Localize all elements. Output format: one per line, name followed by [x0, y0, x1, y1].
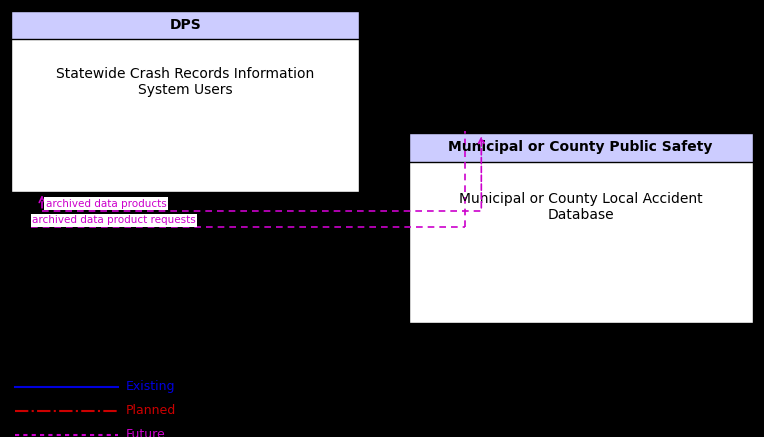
- Text: Planned: Planned: [126, 404, 176, 417]
- Bar: [409, 133, 753, 162]
- Text: archived data product requests: archived data product requests: [32, 215, 196, 225]
- Bar: [409, 133, 753, 323]
- Text: Existing: Existing: [126, 380, 176, 393]
- Text: DPS: DPS: [170, 18, 201, 32]
- Text: Municipal or County Local Accident
Database: Municipal or County Local Accident Datab…: [459, 192, 702, 222]
- Bar: [11, 11, 359, 39]
- Text: archived data products: archived data products: [46, 199, 167, 209]
- Bar: [11, 11, 359, 192]
- Text: Municipal or County Public Safety: Municipal or County Public Safety: [448, 140, 713, 155]
- Text: Statewide Crash Records Information
System Users: Statewide Crash Records Information Syst…: [56, 67, 315, 97]
- Text: Future: Future: [126, 428, 166, 437]
